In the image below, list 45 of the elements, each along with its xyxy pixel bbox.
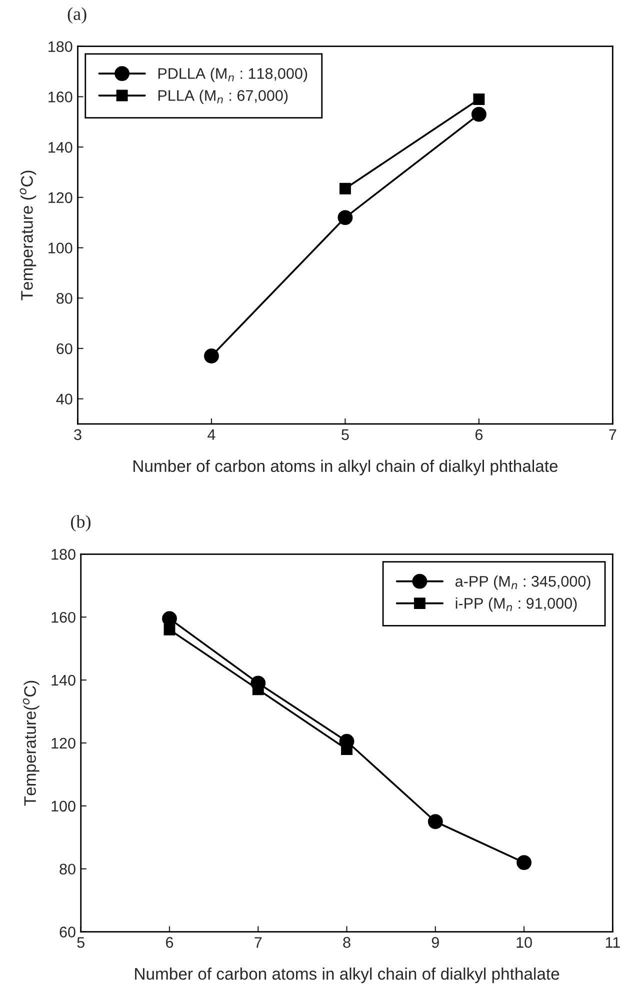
x-tick-label: 7 bbox=[254, 937, 262, 948]
point bbox=[473, 93, 485, 105]
y-tick-label: 180 bbox=[52, 549, 76, 560]
x-tick-label: 5 bbox=[342, 429, 349, 440]
chart-title: (b) bbox=[71, 515, 90, 532]
y-tick-label: 40 bbox=[56, 394, 72, 404]
x-tick-label: 5 bbox=[77, 937, 84, 948]
x-axis-title: Number of carbon atoms in alkyl chain of dialkyl phthalate bbox=[134, 460, 558, 476]
x-tick-label: 4 bbox=[208, 429, 216, 440]
x-axis-title: Number of carbon atoms in alkyl chain of dialkyl phthalate bbox=[135, 968, 560, 984]
x-tick-label: 9 bbox=[432, 937, 439, 948]
y-tick-label: 60 bbox=[56, 343, 72, 354]
y-tick-label: 100 bbox=[52, 800, 76, 812]
point bbox=[516, 855, 532, 870]
x-tick-label: 11 bbox=[606, 937, 620, 948]
y-tick-label: 100 bbox=[48, 242, 72, 254]
point bbox=[204, 348, 219, 364]
y-tick-label: 160 bbox=[52, 612, 76, 623]
y-tick-label: 120 bbox=[52, 738, 76, 749]
y-tick-label: 140 bbox=[48, 142, 72, 153]
y-tick-label: 120 bbox=[48, 192, 72, 204]
x-tick-label: 8 bbox=[343, 937, 350, 948]
y-axis-title: Temperature ($^{o}$C) bbox=[20, 170, 36, 300]
y-tick-label: 180 bbox=[48, 41, 72, 52]
point bbox=[471, 106, 486, 122]
y-tick-label: 80 bbox=[60, 864, 76, 875]
point bbox=[428, 814, 443, 830]
chart-title: (a) bbox=[68, 7, 86, 24]
legend-label: a-PP (M$_{n}$ : 345,000) bbox=[456, 576, 590, 590]
x-tick-label: 6 bbox=[475, 429, 483, 440]
y-tick-label: 160 bbox=[48, 92, 72, 102]
y-tick-label: 140 bbox=[52, 674, 76, 686]
x-tick-label: 7 bbox=[609, 429, 616, 440]
x-tick-label: 3 bbox=[74, 429, 82, 440]
point bbox=[164, 624, 176, 636]
x-tick-label: 6 bbox=[166, 937, 174, 948]
legend-label: i-PP (M$_{n}$ : 91,000) bbox=[456, 598, 577, 612]
legend-label: PDLLA (M$_{n}$ : 118,000) bbox=[158, 68, 308, 82]
y-tick-label: 80 bbox=[56, 292, 72, 304]
y-axis-title: Temperature($^{o}$C) bbox=[22, 680, 40, 806]
y-tick-label: 60 bbox=[60, 926, 76, 938]
legend-label: PLLA (M$_{n}$ : 67,000) bbox=[158, 90, 288, 104]
x-tick-label: 10 bbox=[516, 937, 532, 948]
point bbox=[339, 182, 351, 194]
point bbox=[338, 210, 353, 225]
